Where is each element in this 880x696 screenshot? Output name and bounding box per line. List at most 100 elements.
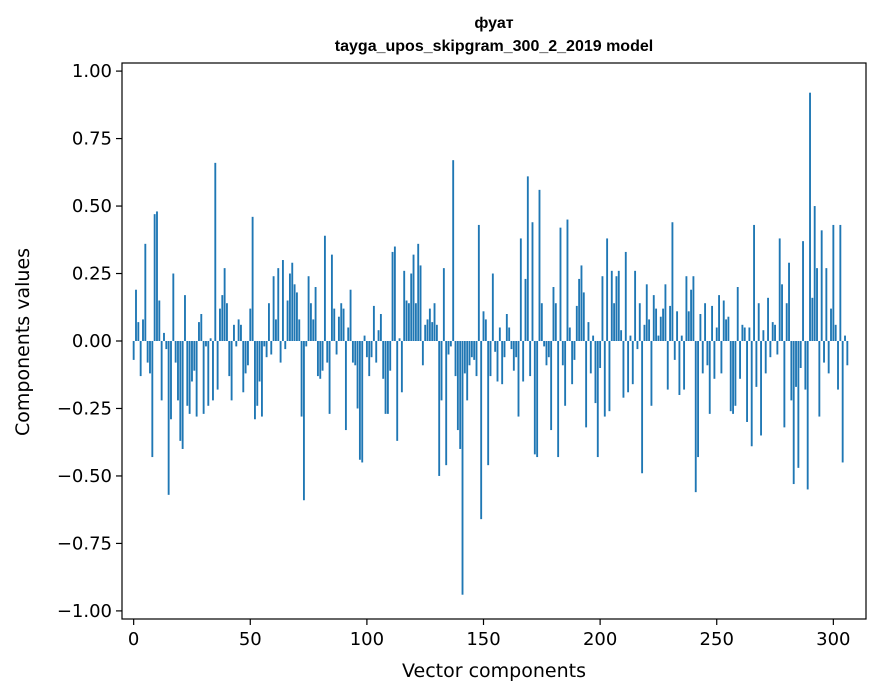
- bar: [734, 341, 737, 406]
- bar: [764, 341, 767, 374]
- bar: [153, 214, 156, 341]
- bar: [379, 314, 382, 341]
- bar: [508, 327, 511, 341]
- bar: [673, 341, 676, 360]
- bar: [396, 341, 399, 441]
- bar: [818, 341, 821, 417]
- bar: [393, 246, 396, 341]
- bar: [631, 341, 634, 385]
- bar: [655, 308, 658, 341]
- bar: [207, 341, 210, 406]
- bar: [538, 189, 541, 341]
- bar: [601, 276, 604, 341]
- bar: [529, 341, 532, 377]
- bar: [557, 341, 560, 458]
- y-tick-label: 0.50: [72, 196, 112, 217]
- x-tick-label: 50: [239, 629, 262, 650]
- bar: [268, 303, 270, 341]
- bar: [522, 341, 525, 382]
- bar: [398, 338, 401, 341]
- bar: [354, 341, 357, 366]
- bar: [431, 322, 434, 341]
- bar: [841, 341, 844, 463]
- bar: [844, 335, 846, 341]
- bar: [386, 341, 389, 414]
- bar: [391, 251, 394, 341]
- bar: [158, 300, 161, 341]
- bar: [790, 341, 793, 401]
- x-tick-label: 300: [816, 629, 850, 650]
- bar: [163, 332, 165, 341]
- bar: [426, 319, 429, 341]
- bar: [233, 324, 235, 341]
- bar: [480, 341, 483, 520]
- bar: [144, 243, 147, 341]
- bar: [414, 303, 417, 341]
- bar: [466, 341, 469, 401]
- bar: [188, 341, 191, 414]
- bar: [568, 327, 571, 341]
- bar: [587, 322, 590, 341]
- bar: [181, 341, 184, 449]
- bar: [755, 341, 758, 387]
- bar: [261, 341, 263, 417]
- bar: [580, 265, 583, 341]
- bar: [547, 341, 550, 358]
- bar: [349, 289, 352, 341]
- bar: [316, 341, 319, 377]
- bar: [799, 341, 802, 368]
- bar: [517, 341, 520, 417]
- bar: [610, 270, 613, 341]
- bar: [221, 295, 224, 341]
- bar: [750, 341, 753, 447]
- x-axis-label: Vector components: [402, 660, 586, 682]
- bar: [823, 341, 825, 363]
- bar: [473, 341, 476, 360]
- bar: [435, 324, 438, 341]
- bar: [757, 303, 760, 341]
- bar: [242, 341, 245, 393]
- bar: [524, 278, 527, 341]
- bar: [375, 341, 378, 363]
- bar: [433, 303, 436, 341]
- bar: [806, 341, 809, 490]
- bar: [566, 219, 569, 341]
- bar: [795, 341, 797, 387]
- bar: [820, 230, 823, 341]
- bar: [363, 335, 366, 341]
- chart-subtitle: tayga_upos_skipgram_300_2_2019 model: [335, 38, 653, 55]
- bar: [319, 341, 322, 379]
- bar: [652, 295, 655, 341]
- bar: [382, 341, 385, 379]
- bar: [174, 341, 177, 363]
- bar: [459, 341, 462, 449]
- bar: [540, 303, 543, 341]
- bar: [384, 341, 387, 414]
- bar: [247, 341, 249, 366]
- bar: [202, 341, 205, 414]
- bar: [722, 300, 725, 341]
- bar: [503, 341, 506, 358]
- bar: [442, 268, 445, 341]
- bar: [543, 341, 546, 347]
- bar: [487, 341, 490, 466]
- bar: [228, 341, 231, 377]
- bar: [825, 268, 828, 341]
- bar: [139, 341, 142, 377]
- bar: [657, 335, 660, 341]
- bar: [624, 251, 627, 341]
- x-tick-label: 250: [700, 629, 734, 650]
- bar: [209, 338, 212, 341]
- bar: [335, 341, 338, 355]
- bar: [718, 295, 720, 341]
- bar: [778, 238, 781, 341]
- y-tick-label: 1.00: [72, 61, 112, 82]
- bar: [573, 341, 576, 360]
- bar: [830, 308, 832, 341]
- bar: [533, 341, 536, 455]
- bar: [137, 322, 140, 341]
- bar: [762, 330, 765, 341]
- bar: [309, 303, 312, 341]
- bar: [251, 216, 254, 341]
- y-axis-label: Components values: [12, 248, 34, 436]
